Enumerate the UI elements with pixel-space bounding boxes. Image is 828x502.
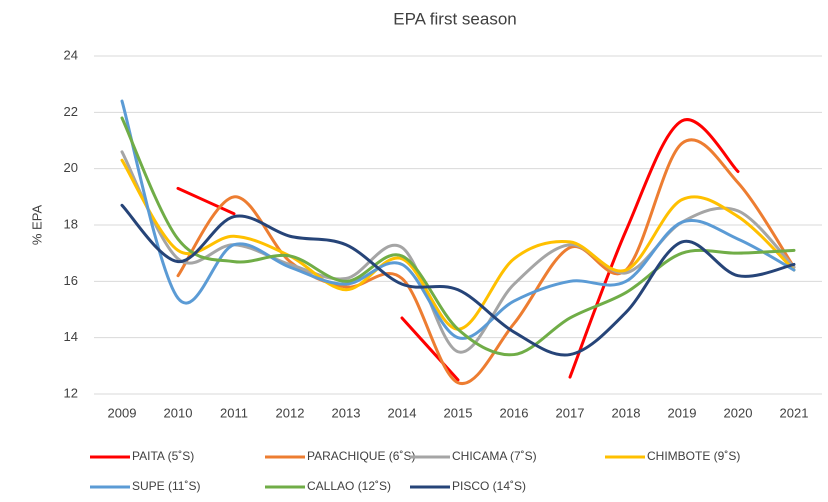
y-tick-label: 18: [64, 216, 78, 231]
series-line: [120, 158, 796, 331]
x-tick-label: 2015: [444, 405, 473, 420]
y-tick-label: 22: [64, 104, 78, 119]
series-line: [120, 99, 796, 340]
x-tick-label: 2010: [164, 405, 193, 420]
x-tick-label: 2012: [276, 405, 305, 420]
series-line: [176, 118, 740, 382]
legend-label: PAITA (5˚S): [132, 449, 194, 463]
y-axis-label: % EPA: [29, 205, 44, 246]
y-tick-label: 12: [64, 385, 78, 400]
x-tick-label: 2016: [500, 405, 529, 420]
x-tick-label: 2020: [724, 405, 753, 420]
series-line: [120, 116, 796, 357]
chart-title: EPA first season: [393, 9, 516, 28]
y-tick-label: 16: [64, 273, 78, 288]
legend-label: CHIMBOTE (9˚S): [647, 449, 740, 463]
y-tick-label: 14: [64, 329, 78, 344]
x-tick-label: 2009: [108, 405, 137, 420]
legend-label: CALLAO (12˚S): [307, 479, 391, 493]
legend-label: CHICAMA (7˚S): [452, 449, 537, 463]
y-tick-label: 24: [64, 47, 78, 62]
x-tick-label: 2019: [668, 405, 697, 420]
x-tick-label: 2013: [332, 405, 361, 420]
y-tick-label: 20: [64, 160, 78, 175]
x-tick-label: 2021: [780, 405, 809, 420]
x-tick-label: 2011: [220, 405, 248, 420]
x-tick-label: 2017: [556, 405, 585, 420]
x-tick-label: 2018: [612, 405, 641, 420]
legend-label: PISCO (14˚S): [452, 479, 526, 493]
legend-label: SUPE (11˚S): [132, 479, 200, 493]
legend-label: PARACHIQUE (6˚S): [307, 449, 415, 463]
x-tick-label: 2014: [388, 405, 417, 420]
series-line: [120, 203, 796, 357]
